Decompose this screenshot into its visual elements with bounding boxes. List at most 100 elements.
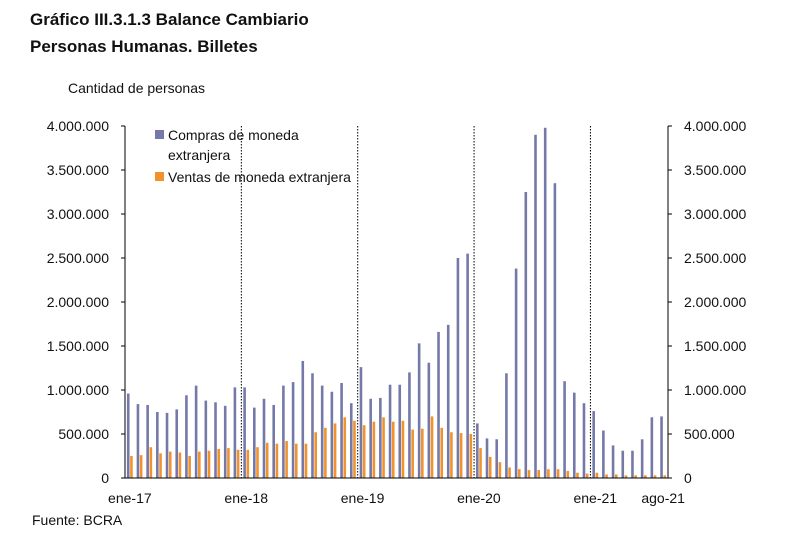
bar-ventas: [372, 421, 376, 478]
bar-compras: [456, 258, 460, 478]
legend-swatch-compras: [155, 130, 164, 139]
y-tick-label-left: 3.500.000: [47, 162, 109, 178]
bar-ventas: [256, 447, 259, 478]
bar-compras: [553, 183, 557, 478]
bar-ventas: [391, 421, 395, 478]
bar-ventas: [198, 451, 201, 478]
y-tick-label-left: 3.000.000: [47, 206, 109, 222]
bar-ventas: [624, 475, 628, 478]
bar-ventas: [566, 470, 570, 478]
y-tick-label-right: 500.000: [684, 426, 735, 442]
bars: [126, 127, 667, 479]
bar-ventas: [411, 429, 414, 478]
bar-ventas: [130, 456, 133, 478]
bar-compras: [505, 373, 508, 478]
legend-label-compras: Compras de moneda: [168, 127, 299, 143]
bar-ventas: [498, 462, 502, 478]
bar-compras: [262, 398, 266, 478]
y-tick-label-right: 4.000.000: [684, 118, 746, 134]
bar-compras: [243, 387, 246, 478]
bar-compras: [214, 402, 217, 478]
bar-compras: [369, 398, 372, 478]
bar-compras: [185, 395, 188, 478]
y-tick-label-right: 3.500.000: [684, 162, 746, 178]
bar-ventas: [421, 428, 424, 478]
axes: [121, 125, 672, 479]
bar-ventas: [430, 416, 434, 478]
bar-compras: [253, 407, 256, 478]
y-tick-label-right: 2.500.000: [684, 250, 746, 266]
legend: Compras de moneda extranjera Ventas de mon…: [155, 127, 351, 185]
bar-compras: [340, 382, 343, 478]
bar-compras: [534, 134, 537, 479]
y-tick-label-right: 1.000.000: [684, 382, 746, 398]
x-tick-label: ene-18: [224, 490, 268, 506]
bar-compras: [611, 445, 615, 478]
bar-compras: [524, 192, 528, 478]
bar-compras: [621, 450, 625, 478]
bar-ventas: [227, 448, 230, 478]
bar-ventas: [634, 475, 637, 478]
tick-labels: 0 0 500.000 500.000 1.000.000 1.000.000 1.500.…: [47, 118, 747, 506]
bar-compras: [175, 409, 179, 478]
bar-compras: [165, 412, 169, 478]
bar-ventas: [149, 447, 153, 478]
y-tick-label-left: 1.000.000: [47, 382, 109, 398]
bar-ventas: [178, 452, 182, 478]
bar-ventas: [343, 417, 347, 478]
bar-ventas: [450, 432, 453, 478]
bar-compras: [408, 372, 411, 478]
bar-ventas: [159, 453, 162, 478]
bar-compras: [291, 382, 295, 478]
bar-ventas: [294, 443, 298, 478]
x-tick-label: ene-21: [573, 490, 617, 506]
bar-compras: [398, 384, 402, 478]
bar-ventas: [353, 420, 356, 478]
bar-ventas: [595, 472, 599, 478]
bar-compras: [379, 397, 382, 478]
y-axis-label: Cantidad de personas: [68, 80, 205, 96]
bar-compras: [437, 331, 440, 478]
bar-compras: [311, 373, 314, 478]
bar-compras: [126, 393, 130, 478]
bar-compras: [301, 360, 305, 478]
bar-ventas: [605, 474, 608, 478]
bar-compras: [388, 384, 392, 478]
bar-compras: [417, 343, 421, 478]
bar-ventas: [362, 425, 366, 478]
x-tick-label: ene-20: [457, 490, 501, 506]
bar-ventas: [304, 443, 308, 478]
y-tick-label-right: 1.500.000: [684, 338, 746, 354]
bar-ventas: [547, 469, 550, 478]
bar-ventas: [459, 433, 463, 478]
bar-ventas: [663, 475, 667, 478]
bar-ventas: [139, 455, 143, 478]
bar-compras: [136, 404, 140, 478]
bar-ventas: [246, 449, 250, 478]
y-tick-label-left: 0: [101, 470, 109, 486]
bar-compras: [660, 416, 663, 478]
bar-ventas: [556, 469, 560, 478]
bar-ventas: [508, 467, 511, 478]
chart-subtitle: Personas Humanas. Billetes: [30, 37, 258, 56]
bar-ventas: [401, 420, 405, 478]
bar-ventas: [576, 472, 579, 478]
bar-compras: [446, 324, 450, 478]
bar-ventas: [527, 470, 531, 478]
bar-compras: [592, 411, 595, 478]
bar-compras: [650, 417, 654, 478]
y-tick-label-left: 500.000: [58, 426, 109, 442]
bar-ventas: [614, 474, 618, 478]
bar-ventas: [644, 475, 647, 478]
bar-ventas: [314, 432, 317, 478]
bar-ventas: [469, 434, 473, 478]
bar-compras: [572, 392, 576, 478]
bar-ventas: [285, 441, 288, 478]
legend-label-ventas: Ventas de moneda extranjera: [168, 169, 351, 185]
bar-ventas: [168, 451, 172, 478]
chart-title: Gráfico III.3.1.3 Balance Cambiario: [30, 10, 309, 29]
bar-compras: [466, 253, 469, 478]
bar-ventas: [479, 448, 482, 478]
bar-compras: [495, 439, 499, 478]
x-tick-label: ago-21: [641, 490, 685, 506]
